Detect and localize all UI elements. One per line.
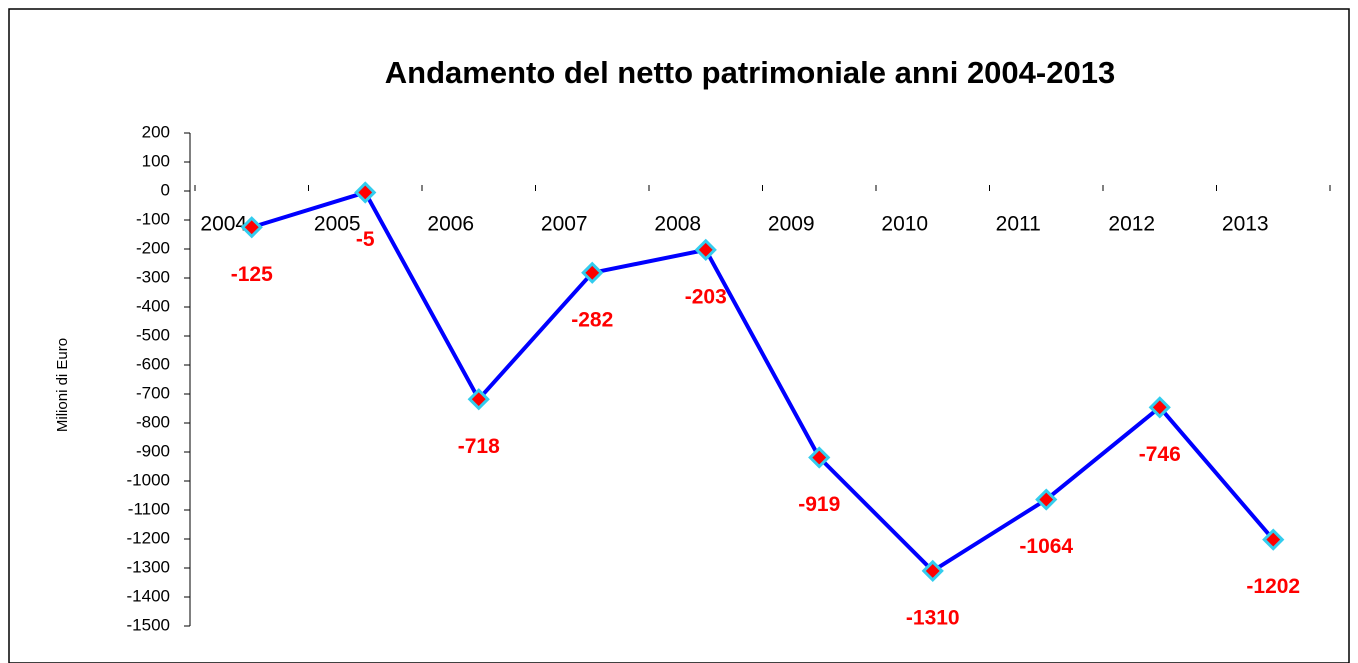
data-label: -1310 — [906, 606, 960, 629]
y-tick-label: -1400 — [127, 586, 170, 605]
y-tick-label: -400 — [136, 296, 170, 315]
x-tick-label: 2009 — [768, 213, 815, 236]
x-tick-label: 2004 — [200, 213, 247, 236]
x-tick-label: 2005 — [314, 213, 361, 236]
point-marker — [921, 559, 944, 583]
y-tick-label: -200 — [136, 238, 170, 257]
point-marker — [467, 388, 490, 411]
y-tick-label: 200 — [142, 122, 170, 141]
point-marker — [1035, 488, 1058, 511]
y-axis-label: Milioni di Euro — [54, 338, 71, 432]
data-label: -919 — [798, 493, 840, 516]
x-tick-label: 2010 — [881, 213, 928, 236]
y-tick-label: -1200 — [127, 528, 170, 547]
chart-frame — [8, 8, 1350, 663]
point-marker — [1262, 528, 1285, 551]
x-tick-label: 2006 — [427, 213, 474, 236]
point-marker — [581, 261, 604, 284]
y-tick-label: -1300 — [127, 557, 170, 576]
data-label: -282 — [571, 308, 613, 331]
y-tick-label: -100 — [136, 209, 170, 228]
y-tick-label: -500 — [136, 325, 170, 344]
x-tick-label: 2007 — [541, 213, 588, 236]
y-tick-label: -700 — [136, 383, 170, 402]
data-label: -718 — [458, 435, 500, 458]
y-tick-label: -800 — [136, 412, 170, 431]
point-marker — [354, 181, 377, 204]
data-label: -1202 — [1246, 575, 1300, 598]
x-tick-label: 2011 — [996, 213, 1041, 236]
y-tick-label: -300 — [136, 267, 170, 286]
x-tick-label: 2013 — [1222, 213, 1269, 236]
data-label: -125 — [231, 263, 273, 286]
data-label: -203 — [685, 285, 727, 308]
y-tick-label: -900 — [136, 441, 170, 460]
x-tick-label: 2012 — [1108, 213, 1155, 236]
y-tick-label: -600 — [136, 354, 170, 373]
x-tick-label: 2008 — [654, 213, 701, 236]
data-label: -746 — [1139, 443, 1181, 466]
point-marker — [240, 216, 263, 239]
point-marker — [808, 446, 831, 469]
data-label: -5 — [356, 228, 375, 251]
point-marker — [694, 238, 717, 261]
point-marker — [1148, 396, 1171, 419]
line-series — [251, 190, 1275, 573]
y-tick-label: 0 — [161, 180, 170, 199]
chart-title: Andamento del netto patrimoniale anni 20… — [385, 55, 1115, 90]
y-tick-label: -1500 — [127, 615, 170, 634]
y-tick-label: 100 — [142, 151, 170, 170]
data-label: -1064 — [1019, 535, 1073, 558]
y-tick-label: -1100 — [128, 499, 170, 518]
y-tick-label: -1000 — [127, 470, 170, 489]
